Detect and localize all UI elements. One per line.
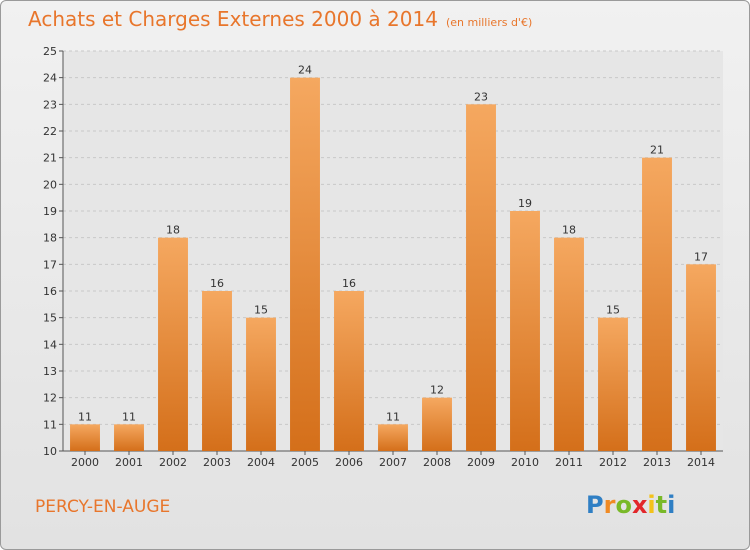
y-tick-label: 19 <box>43 205 57 218</box>
data-label: 16 <box>210 277 224 290</box>
bar <box>290 77 320 452</box>
x-tick-label: 2012 <box>599 456 627 469</box>
x-tick-label: 2010 <box>511 456 539 469</box>
y-tick-label: 11 <box>43 418 57 431</box>
y-tick-label: 13 <box>43 365 57 378</box>
x-tick-label: 2003 <box>203 456 231 469</box>
x-tick-label: 2013 <box>643 456 671 469</box>
y-tick-label: 18 <box>43 232 57 245</box>
bar <box>598 317 628 451</box>
y-tick-label: 20 <box>43 178 57 191</box>
y-tick-label: 14 <box>43 338 57 351</box>
bar <box>114 424 144 451</box>
data-label: 12 <box>430 384 444 397</box>
y-tick-label: 23 <box>43 98 57 111</box>
chart-title-text: Achats et Charges Externes 2000 à 2014 <box>28 7 438 31</box>
chart-subtitle: (en milliers d'€) <box>445 16 533 29</box>
y-tick-label: 17 <box>43 258 57 271</box>
place-name: PERCY-EN-AUGE <box>35 497 171 517</box>
brand-logo-letter: x <box>631 491 648 519</box>
data-label: 24 <box>298 64 312 77</box>
data-label: 17 <box>694 250 708 263</box>
brand-logo: Proxiti <box>586 491 675 519</box>
x-tick-label: 2007 <box>379 456 407 469</box>
bar <box>642 157 672 451</box>
y-tick-label: 15 <box>43 312 57 325</box>
y-tick-label: 24 <box>43 72 57 85</box>
bar <box>554 237 584 451</box>
bar <box>70 424 100 451</box>
x-tick-label: 2004 <box>247 456 275 469</box>
brand-logo-letter: i <box>667 491 676 519</box>
data-label: 11 <box>78 410 92 423</box>
bar <box>686 264 716 451</box>
bar <box>510 211 540 451</box>
brand-logo-letter: t <box>655 491 668 519</box>
y-tick-label: 16 <box>43 285 57 298</box>
x-tick-label: 2011 <box>555 456 583 469</box>
bar <box>422 397 452 451</box>
data-label: 15 <box>254 304 268 317</box>
brand-logo-letter: r <box>603 491 616 519</box>
data-label: 11 <box>122 410 136 423</box>
data-label: 19 <box>518 197 532 210</box>
data-label: 15 <box>606 304 620 317</box>
bar <box>202 291 232 451</box>
y-tick-label: 10 <box>43 445 57 458</box>
x-tick-label: 2005 <box>291 456 319 469</box>
bar <box>334 291 364 451</box>
data-label: 11 <box>386 410 400 423</box>
data-label: 21 <box>650 144 664 157</box>
data-label: 18 <box>166 224 180 237</box>
brand-logo-letter: P <box>586 491 604 519</box>
brand-logo-letter: o <box>615 491 632 519</box>
data-label: 16 <box>342 277 356 290</box>
y-tick-label: 12 <box>43 392 57 405</box>
x-tick-label: 2002 <box>159 456 187 469</box>
x-tick-label: 2006 <box>335 456 363 469</box>
data-label: 23 <box>474 90 488 103</box>
bar <box>158 237 188 451</box>
x-tick-label: 2014 <box>687 456 715 469</box>
x-tick-label: 2009 <box>467 456 495 469</box>
data-label: 18 <box>562 224 576 237</box>
x-tick-label: 2000 <box>71 456 99 469</box>
bar <box>246 317 276 451</box>
x-tick-label: 2008 <box>423 456 451 469</box>
x-tick-label: 2001 <box>115 456 143 469</box>
y-tick-label: 22 <box>43 125 57 138</box>
chart-title: Achats et Charges Externes 2000 à 2014 (e… <box>28 7 532 31</box>
y-tick-label: 21 <box>43 152 57 165</box>
brand-logo-letter: i <box>647 491 656 519</box>
bar <box>378 424 408 451</box>
y-tick-label: 25 <box>43 45 57 58</box>
bar <box>466 104 496 451</box>
